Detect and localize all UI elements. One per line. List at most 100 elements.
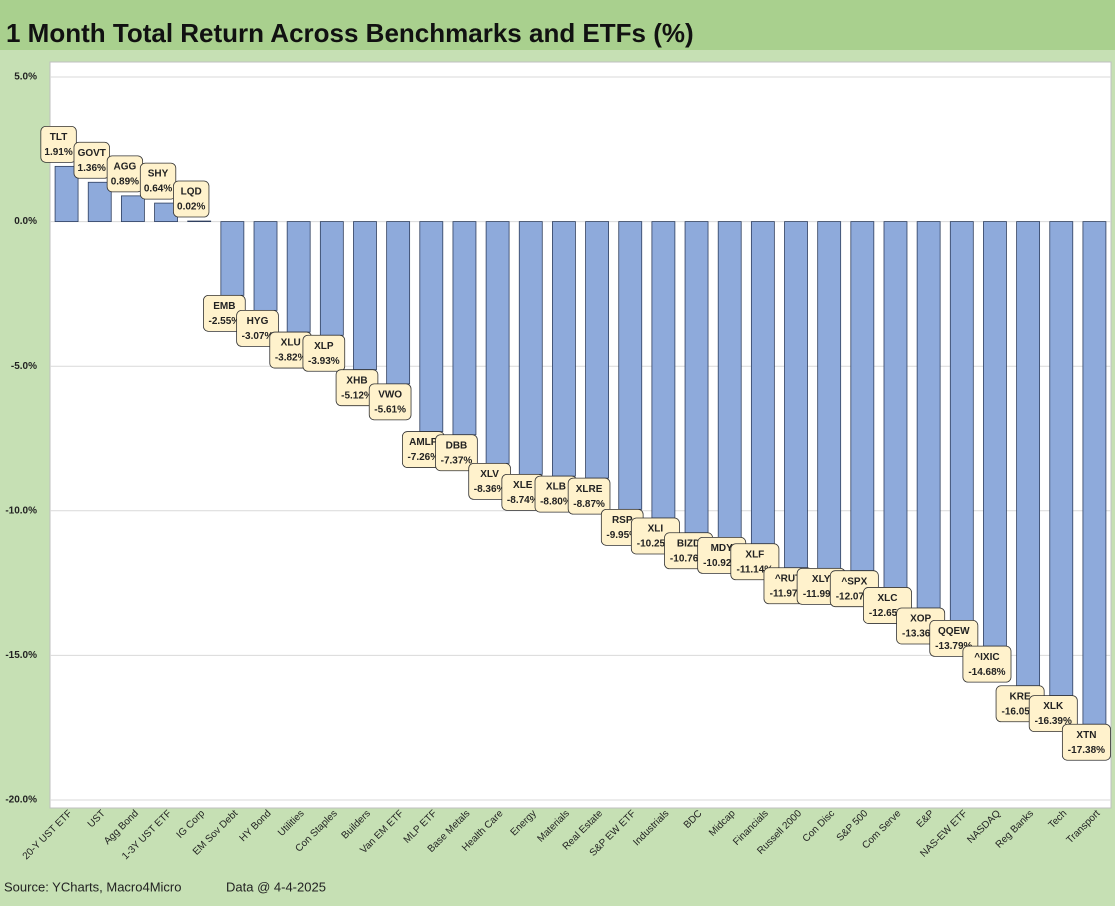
value-label: -16.39% [1035, 716, 1072, 727]
value-label: -3.93% [308, 356, 340, 367]
data-label: XLE -8.74% [501, 473, 545, 511]
data-label: GOVT 1.36% [73, 141, 110, 179]
value-label: -16.05% [1001, 706, 1038, 717]
value-label: -8.87% [573, 499, 605, 510]
label-ticker: GOVT [78, 148, 106, 159]
label-ticker: AMLP [409, 437, 438, 448]
value-label: -11.14% [737, 564, 774, 575]
label-ticker: ^RUT [775, 573, 801, 584]
bar [585, 221, 609, 479]
label-ticker: XLC [877, 593, 897, 604]
data-label: LQD 0.02% [173, 180, 210, 218]
label-ticker: VWO [378, 389, 402, 400]
value-label: -8.80% [540, 497, 572, 508]
label-ticker: XLB [546, 482, 566, 493]
data-label: XTN -17.38% [1061, 723, 1111, 761]
bar [220, 221, 245, 296]
date-note: Data @ 4-4-2025 [226, 879, 326, 894]
data-label: XLP -3.93% [302, 334, 346, 372]
bar [883, 221, 908, 588]
value-label: -11.99% [803, 589, 840, 600]
value-label: -9.95% [606, 530, 638, 541]
data-label: VWO -5.61% [368, 383, 412, 421]
label-ticker: HYG [247, 316, 269, 327]
value-label: -3.07% [242, 331, 274, 342]
label-ticker: DBB [446, 440, 468, 451]
bar [552, 221, 576, 477]
value-label: 1.36% [78, 163, 106, 174]
label-ticker: TLT [50, 132, 68, 143]
value-label: -2.55% [209, 316, 241, 327]
label-ticker: XTN [1076, 730, 1096, 741]
label-box [139, 162, 177, 200]
data-label: DBB -7.37% [435, 434, 478, 472]
label-box [435, 434, 478, 472]
value-label: -13.36% [902, 629, 939, 640]
value-label: -13.79% [935, 641, 972, 652]
label-ticker: XLU [281, 338, 301, 349]
bar [120, 195, 145, 223]
value-label: -11.97% [770, 588, 807, 599]
label-ticker: BIZD [677, 538, 700, 549]
label-ticker: QQEW [938, 626, 970, 637]
label-ticker: XLP [314, 341, 334, 352]
value-label: -7.37% [441, 455, 473, 466]
bar [452, 221, 477, 436]
value-label: -10.92% [703, 558, 740, 569]
value-label: -8.74% [507, 495, 539, 506]
label-ticker: RSP [612, 515, 633, 526]
bar [485, 221, 510, 464]
chart-title: 1 Month Total Return Across Benchmarks a… [6, 18, 694, 48]
label-box [1061, 723, 1111, 761]
label-ticker: ^SPX [841, 576, 867, 587]
value-label: -7.26% [407, 452, 439, 463]
value-label: -17.38% [1068, 745, 1105, 756]
bar [684, 221, 709, 534]
label-box [236, 309, 279, 347]
bar [1082, 221, 1107, 725]
data-label: TLT 1.91% [40, 125, 77, 163]
bar [750, 221, 775, 545]
title-bar [0, 0, 1115, 50]
bar [784, 221, 808, 569]
value-label: -14.68% [968, 667, 1005, 678]
y-tick-label: -15.0% [5, 650, 37, 661]
value-label: -8.36% [474, 484, 506, 495]
bar [1016, 221, 1041, 687]
bar [286, 221, 311, 333]
bar [850, 221, 875, 572]
value-label: 1.91% [44, 147, 72, 158]
bar [651, 221, 676, 519]
value-label: -12.65% [869, 608, 906, 619]
y-tick-label: 0.0% [14, 216, 37, 227]
label-box [962, 645, 1012, 683]
value-label: 0.02% [177, 202, 205, 213]
bar [983, 221, 1007, 647]
bar [1049, 221, 1074, 696]
label-ticker: XHB [346, 375, 367, 386]
label-ticker: KRE [1010, 691, 1031, 702]
label-ticker: XOP [910, 614, 931, 625]
value-label: 0.89% [111, 177, 139, 188]
label-ticker: SHY [148, 169, 169, 180]
value-label: -5.12% [341, 390, 373, 401]
label-box [567, 477, 611, 515]
bar [949, 221, 974, 621]
label-ticker: EMB [213, 301, 235, 312]
label-ticker: XLRE [576, 484, 603, 495]
label-box [173, 180, 210, 218]
bar [717, 221, 742, 538]
bar [419, 221, 444, 432]
value-label: -10.76% [670, 553, 707, 564]
label-ticker: XLV [480, 469, 499, 480]
bar [187, 220, 212, 223]
label-ticker: AGG [114, 162, 137, 173]
label-box [302, 334, 346, 372]
bar [253, 221, 278, 311]
source-note: Source: YCharts, Macro4Micro [4, 879, 182, 894]
value-label: 0.64% [144, 184, 172, 195]
label-ticker: MDY [711, 543, 734, 554]
bar [518, 221, 543, 475]
data-label: EMB -2.55% [203, 294, 246, 332]
